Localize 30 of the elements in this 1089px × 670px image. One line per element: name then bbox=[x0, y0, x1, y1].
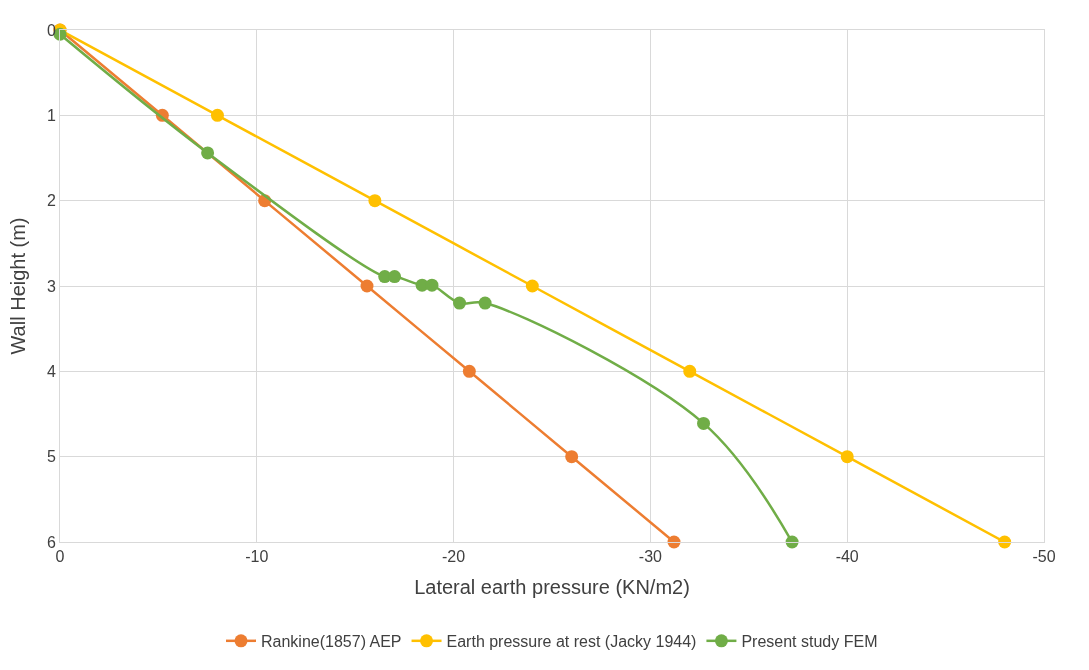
x-tick-label: -30 bbox=[638, 548, 663, 566]
y-tick-label: 1 bbox=[46, 106, 56, 124]
point bbox=[360, 279, 374, 293]
y-tick-label: 3 bbox=[46, 277, 56, 295]
y-axis-title: Wall Height (m) bbox=[7, 217, 30, 355]
x-tick-label: -20 bbox=[442, 548, 466, 566]
legend-label: Earth pressure at rest (Jacky 1944) bbox=[446, 633, 697, 651]
legend-label: Present study FEM bbox=[741, 633, 878, 651]
x-tick-label: -50 bbox=[1032, 548, 1056, 566]
y-tick-label: 4 bbox=[46, 362, 56, 380]
x-tick-label: -40 bbox=[835, 548, 859, 566]
point bbox=[453, 296, 466, 310]
point bbox=[388, 270, 402, 284]
y-tick-label: 2 bbox=[46, 192, 56, 210]
point bbox=[683, 364, 697, 378]
legend-label: Rankine(1857) AEP bbox=[261, 633, 402, 651]
point bbox=[425, 278, 439, 292]
x-tick-label: -10 bbox=[245, 548, 269, 566]
y-tick-label: 5 bbox=[46, 448, 56, 466]
point bbox=[840, 450, 854, 464]
point bbox=[210, 108, 224, 122]
point bbox=[478, 296, 492, 310]
point bbox=[368, 194, 382, 208]
point bbox=[697, 416, 711, 430]
point bbox=[565, 450, 579, 464]
point bbox=[462, 364, 476, 378]
point bbox=[525, 279, 539, 293]
x-axis-title: Lateral earth pressure (KN/m2) bbox=[414, 575, 690, 598]
y-tick-label: 6 bbox=[46, 533, 56, 551]
point bbox=[201, 146, 215, 160]
